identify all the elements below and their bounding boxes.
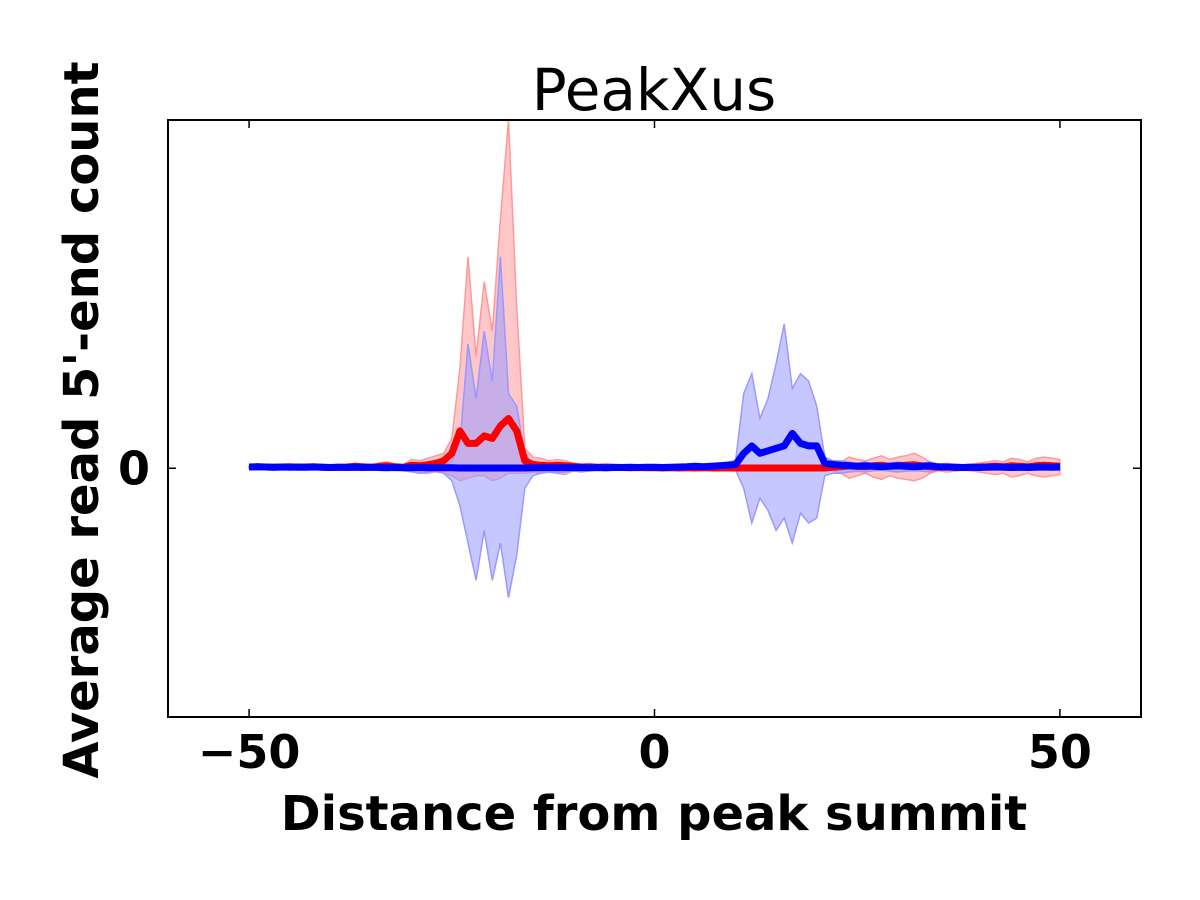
series-2-band	[248, 256, 1061, 598]
y-axis-label: Average read 5'-end count	[54, 61, 110, 778]
y-tick-label: 0	[118, 441, 150, 495]
plot-frame	[167, 119, 1142, 718]
series-1-line	[249, 415, 1061, 472]
x-tick-label: 0	[638, 725, 670, 779]
x-axis-label: Distance from peak summit	[281, 786, 1027, 842]
chart-title: PeakXus	[532, 56, 776, 124]
confidence-bands	[248, 120, 1061, 598]
x-tick-label: 50	[1028, 725, 1092, 779]
series-1-band	[248, 120, 1061, 482]
series-lines	[249, 415, 1061, 472]
axis-ticks: −50 0 50 0	[118, 120, 1141, 779]
x-tick-label: −50	[198, 725, 301, 779]
series-2-line	[249, 429, 1061, 472]
